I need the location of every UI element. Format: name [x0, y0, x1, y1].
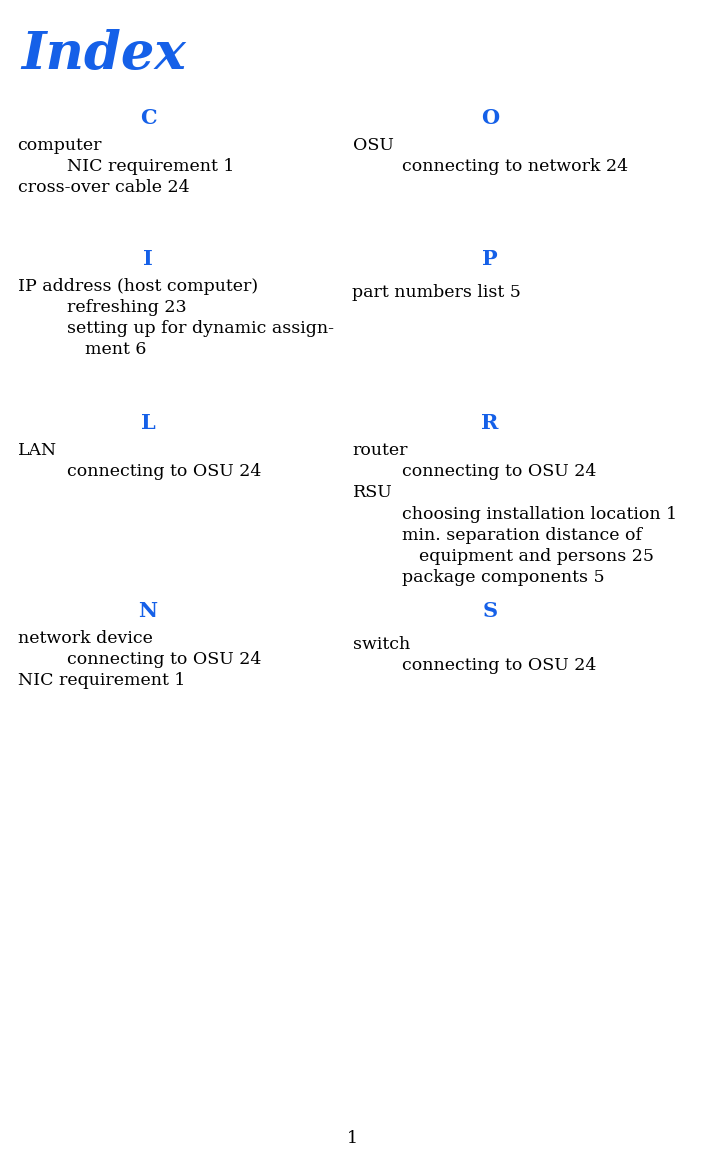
Text: connecting to OSU 24: connecting to OSU 24: [67, 463, 262, 480]
Text: ment 6: ment 6: [85, 341, 146, 358]
Text: R: R: [482, 413, 498, 433]
Text: 1: 1: [347, 1131, 358, 1147]
Text: connecting to OSU 24: connecting to OSU 24: [67, 651, 262, 667]
Text: NIC requirement 1: NIC requirement 1: [67, 158, 234, 175]
Text: Index: Index: [21, 29, 186, 80]
Text: NIC requirement 1: NIC requirement 1: [18, 672, 185, 689]
Text: setting up for dynamic assign-: setting up for dynamic assign-: [67, 320, 334, 337]
Text: choosing installation location 1: choosing installation location 1: [402, 506, 677, 522]
Text: C: C: [140, 108, 157, 128]
Text: LAN: LAN: [18, 442, 56, 459]
Text: router: router: [352, 442, 408, 459]
Text: equipment and persons 25: equipment and persons 25: [419, 548, 654, 564]
Text: OSU: OSU: [352, 137, 393, 154]
Text: L: L: [141, 413, 155, 433]
Text: part numbers list 5: part numbers list 5: [352, 284, 522, 300]
Text: RSU: RSU: [352, 484, 392, 501]
Text: network device: network device: [18, 630, 152, 646]
Text: S: S: [482, 601, 498, 621]
Text: connecting to OSU 24: connecting to OSU 24: [402, 463, 596, 480]
Text: I: I: [143, 249, 153, 269]
Text: connecting to network 24: connecting to network 24: [402, 158, 628, 175]
Text: IP address (host computer): IP address (host computer): [18, 278, 258, 294]
Text: P: P: [482, 249, 498, 269]
Text: package components 5: package components 5: [402, 569, 604, 585]
Text: O: O: [481, 108, 499, 128]
Text: computer: computer: [18, 137, 102, 154]
Text: connecting to OSU 24: connecting to OSU 24: [402, 657, 596, 673]
Text: N: N: [138, 601, 158, 621]
Text: switch: switch: [352, 636, 410, 652]
Text: cross-over cable 24: cross-over cable 24: [18, 179, 189, 196]
Text: refreshing 23: refreshing 23: [67, 299, 187, 316]
Text: min. separation distance of: min. separation distance of: [402, 527, 642, 543]
